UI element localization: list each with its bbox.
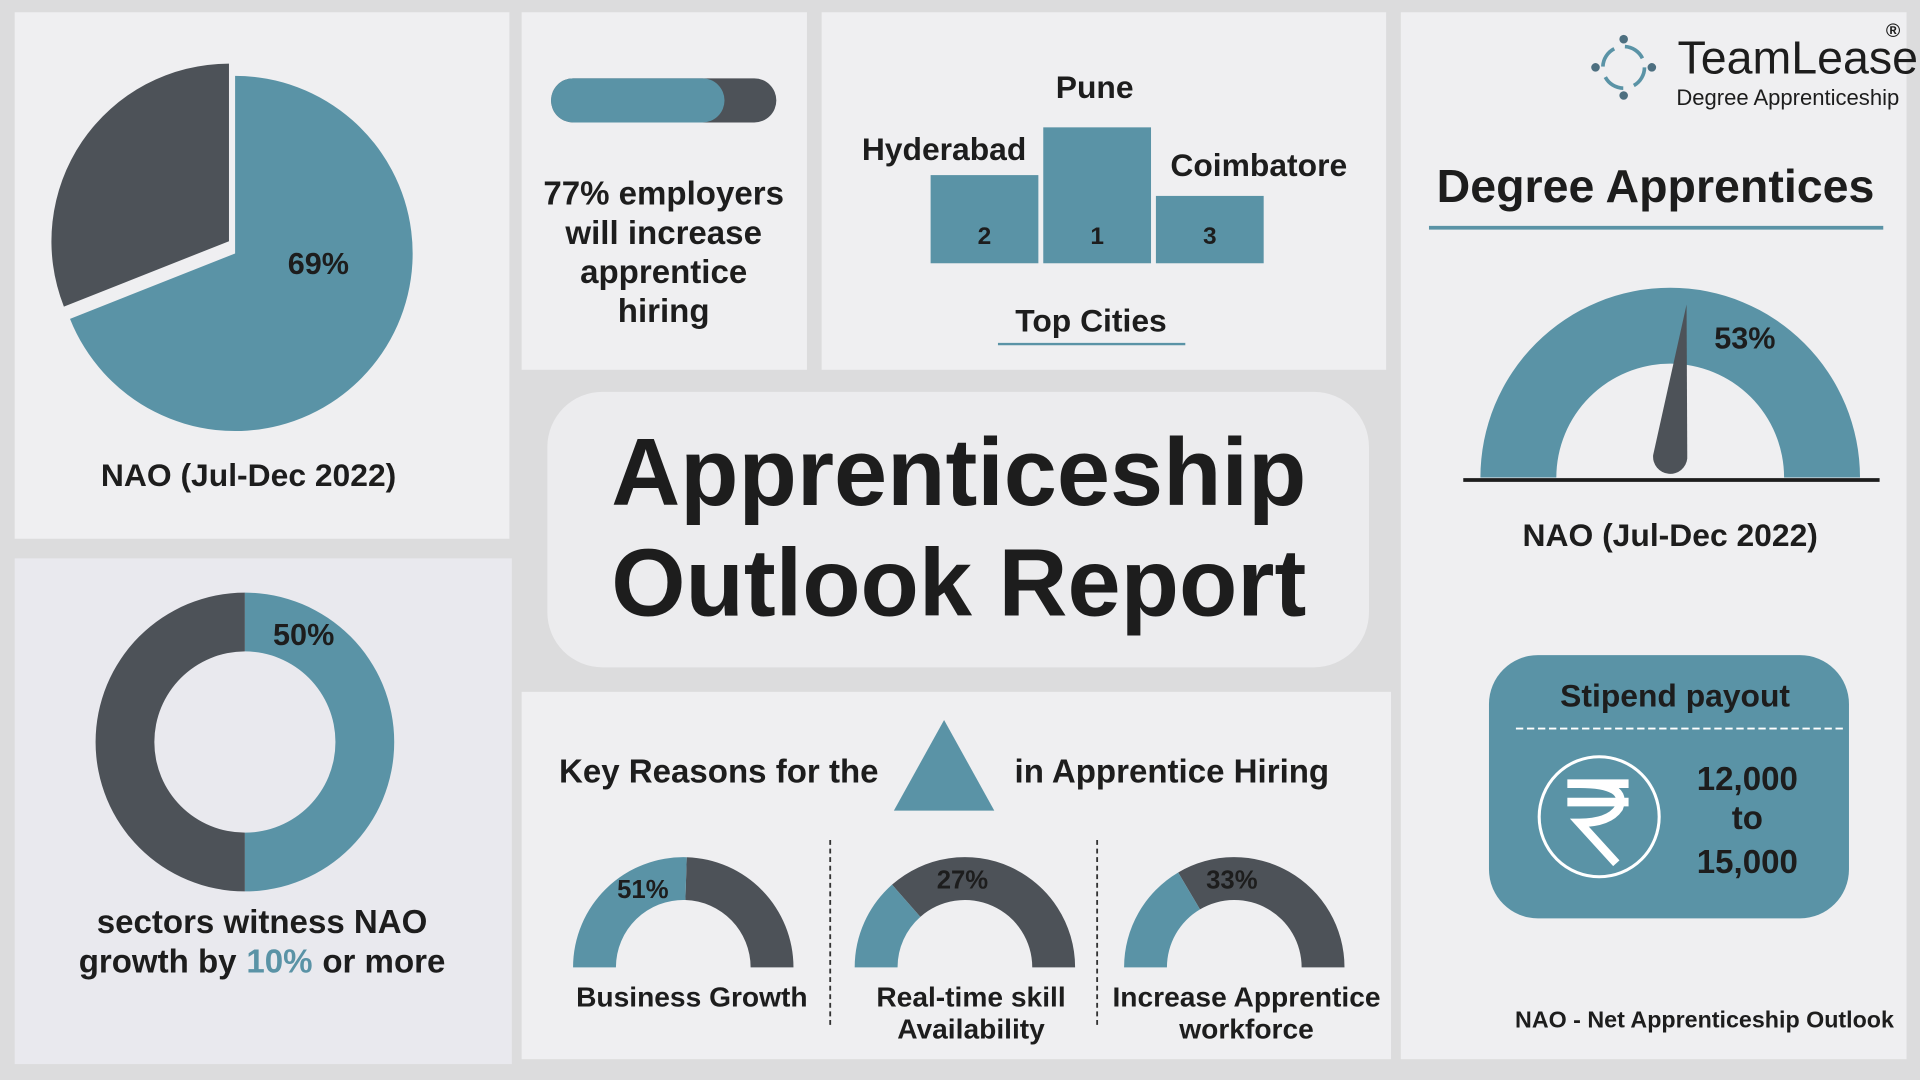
label: 27% [937, 866, 989, 894]
podium [1043, 127, 1152, 264]
label: workforce [1178, 1013, 1314, 1044]
label: Coimbatore [1170, 147, 1347, 183]
bar-fill [551, 78, 725, 123]
label: Business Growth [576, 982, 808, 1013]
gauge-arc [1480, 287, 1860, 478]
logo-icon [1591, 34, 1657, 100]
label: 33% [1206, 866, 1258, 894]
label: Hyderabad [862, 131, 1027, 167]
label: Real-time skill [876, 982, 1065, 1013]
label: sectors witness NAO [97, 904, 428, 941]
gauge-fill [573, 857, 687, 968]
label: 12,000 [1697, 761, 1798, 798]
podium [1155, 195, 1264, 264]
up-triangle [893, 720, 995, 811]
title-box [547, 391, 1369, 668]
label: Stipend payout [1560, 677, 1790, 713]
label: Increase Apprentice [1112, 982, 1380, 1013]
brand-name: TeamLease [1678, 32, 1918, 84]
gauge-needle [1653, 304, 1688, 474]
label: Top Cities [1015, 303, 1166, 339]
panel [521, 12, 807, 370]
label: NAO (Jul-Dec 2022) [1523, 517, 1818, 553]
label: apprentice [580, 254, 747, 291]
donut-rest [95, 592, 245, 892]
label: Outlook Report [611, 530, 1306, 636]
label: Pune [1056, 69, 1134, 105]
gauge-fill [1124, 872, 1201, 968]
label: 53% [1714, 322, 1775, 356]
label: NAO (Jul-Dec 2022) [101, 457, 396, 493]
label: Apprenticeship [611, 420, 1306, 526]
gauge-rest [1178, 857, 1345, 968]
label: will increase [564, 215, 762, 252]
pie-slice [70, 75, 413, 432]
label: Degree Apprentices [1437, 160, 1875, 212]
label: 77% employers [543, 176, 784, 213]
label: hiring [618, 293, 710, 330]
label: NAO - Net Apprenticeship Outlook [1515, 1006, 1894, 1032]
gauge-fill [854, 884, 921, 968]
gauge-rest [892, 857, 1076, 968]
podium [930, 175, 1039, 264]
label: to [1732, 800, 1763, 837]
label: 2 [978, 223, 992, 250]
label: ® [1886, 20, 1901, 42]
rupee-icon [1567, 779, 1629, 867]
highlight: 10% [246, 943, 312, 980]
label: 1 [1090, 223, 1104, 250]
label: 50% [273, 618, 334, 652]
label: in Apprentice Hiring [1015, 754, 1330, 791]
brand-sub: Degree Apprenticeship [1676, 85, 1899, 110]
pie-rest [51, 63, 229, 307]
label: 15,000 [1697, 844, 1798, 881]
label: 51% [617, 876, 669, 904]
label: growth by [79, 943, 237, 980]
gauge-rest [685, 857, 794, 968]
label: 69% [288, 247, 349, 281]
label: growth by 10% or more [79, 943, 446, 980]
rupee-ring [1537, 755, 1661, 879]
label: Availability [897, 1013, 1045, 1044]
label: or more [322, 943, 445, 980]
label: 3 [1203, 223, 1217, 250]
stipend-box [1488, 655, 1849, 919]
donut-slice [244, 592, 395, 892]
label: Key Reasons for the [559, 754, 879, 791]
